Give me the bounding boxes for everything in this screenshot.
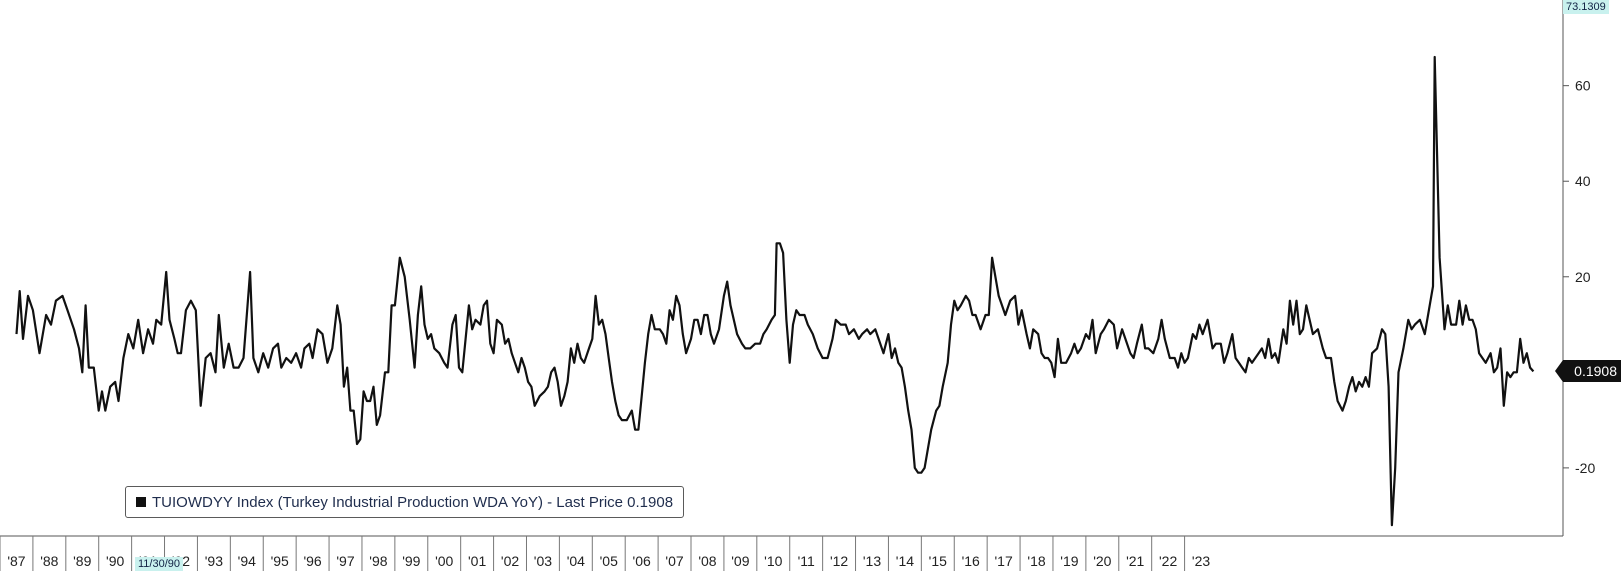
x-tick-label: '88	[40, 553, 58, 569]
x-axis: '87'88'89'90'91'92'93'94'95'96'97'98'99'…	[0, 535, 1563, 571]
x-tick-label: '93	[205, 553, 223, 569]
x-tick-label: '13	[863, 553, 881, 569]
x-tick-label: '96	[303, 553, 321, 569]
x-tick-label: '99	[402, 553, 420, 569]
x-tick-label: '90	[106, 553, 124, 569]
x-tick-label: '14	[896, 553, 914, 569]
legend: TUIOWDYY Index (Turkey Industrial Produc…	[125, 486, 685, 518]
x-tick-label: '98	[369, 553, 387, 569]
x-tick-label: '19	[1060, 553, 1078, 569]
x-tick-label: '01	[468, 553, 486, 569]
legend-swatch	[136, 497, 146, 507]
x-tick-label: '08	[698, 553, 716, 569]
last-price-badge: 0.1908	[1555, 360, 1621, 383]
x-tick-label: '12	[830, 553, 848, 569]
y-tick-label: -20	[1575, 460, 1595, 476]
x-tick-label: '20	[1093, 553, 1111, 569]
y-axis: -20 20 40 60	[1562, 0, 1595, 536]
x-tick-label: '23	[1192, 553, 1210, 569]
x-tick-label: '10	[764, 553, 782, 569]
x-tick-label: '16	[962, 553, 980, 569]
date-badge: 11/30/90	[135, 557, 184, 571]
x-tick-label: '00	[435, 553, 453, 569]
x-tick-label: '15	[929, 553, 947, 569]
x-tick-label: '89	[73, 553, 91, 569]
max-value-badge: 73.1309	[1563, 0, 1609, 14]
x-tick-label: '03	[534, 553, 552, 569]
y-tick-label: 60	[1575, 78, 1591, 94]
x-tick-label: '21	[1126, 553, 1144, 569]
x-tick-label: '94	[238, 553, 256, 569]
x-tick-label: '07	[665, 553, 683, 569]
x-tick-label: '11	[798, 553, 815, 569]
x-tick-label: '04	[567, 553, 585, 569]
x-tick-label: '06	[633, 553, 651, 569]
x-tick-label: '87	[7, 553, 25, 569]
x-tick-label: '17	[994, 553, 1012, 569]
series-group	[15, 55, 1535, 527]
y-tick-label: 20	[1575, 269, 1591, 285]
x-tick-label: '05	[600, 553, 618, 569]
legend-label: TUIOWDYY Index (Turkey Industrial Produc…	[152, 493, 674, 511]
series-line	[15, 55, 1535, 527]
x-tick-label: '22	[1159, 553, 1177, 569]
x-tick-label: '09	[731, 553, 749, 569]
y-tick-label: 40	[1575, 173, 1591, 189]
x-tick-label: '95	[271, 553, 289, 569]
x-tick-label: '18	[1027, 553, 1045, 569]
x-tick-label: '97	[336, 553, 354, 569]
x-tick-label: '02	[501, 553, 519, 569]
